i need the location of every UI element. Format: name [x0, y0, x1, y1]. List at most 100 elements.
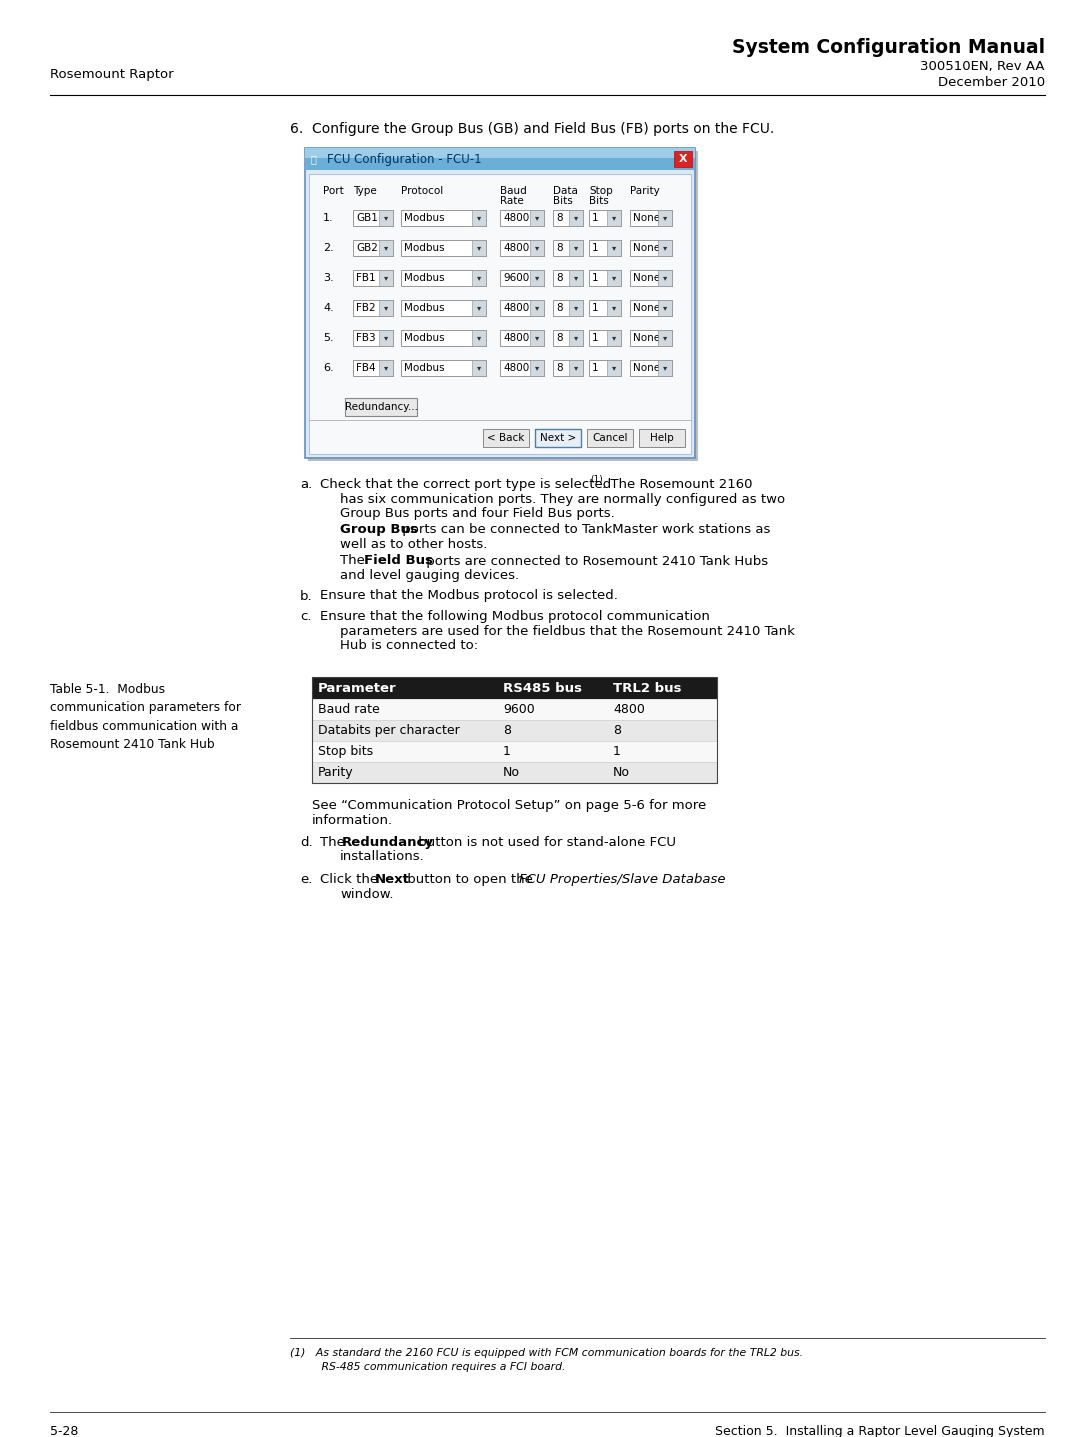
- Bar: [530, 331, 544, 346]
- Text: No: No: [503, 766, 519, 779]
- Bar: [401, 210, 486, 226]
- Text: ▾: ▾: [573, 364, 578, 372]
- Text: 6.: 6.: [323, 364, 334, 374]
- Text: ports can be connected to TankMaster work stations as: ports can be connected to TankMaster wor…: [399, 523, 770, 536]
- Bar: [530, 240, 544, 256]
- Text: Protocol: Protocol: [401, 185, 443, 195]
- Text: FB2: FB2: [356, 303, 376, 313]
- Bar: [472, 300, 486, 316]
- Bar: [472, 361, 486, 376]
- Bar: [607, 361, 621, 376]
- Bar: [607, 210, 621, 226]
- Bar: [630, 240, 672, 256]
- Bar: [401, 300, 486, 316]
- Text: ▾: ▾: [535, 333, 539, 342]
- Bar: [353, 361, 393, 376]
- Text: FCU Properties/Slave Database: FCU Properties/Slave Database: [519, 874, 726, 887]
- Text: 8: 8: [556, 273, 563, 283]
- Text: 8: 8: [556, 243, 563, 253]
- Bar: [569, 240, 583, 256]
- Text: ▾: ▾: [573, 333, 578, 342]
- Text: has six communication ports. They are normally configured as two: has six communication ports. They are no…: [340, 493, 785, 506]
- Text: ▾: ▾: [477, 364, 481, 372]
- Bar: [353, 240, 393, 256]
- Bar: [658, 331, 672, 346]
- Bar: [530, 300, 544, 316]
- Text: ▾: ▾: [573, 214, 578, 223]
- Text: ▾: ▾: [612, 243, 616, 253]
- Text: ▾: ▾: [612, 273, 616, 283]
- Text: None: None: [633, 243, 660, 253]
- Bar: [312, 762, 717, 783]
- Text: 1: 1: [613, 744, 621, 757]
- Text: Modbus: Modbus: [404, 213, 445, 223]
- Bar: [379, 210, 393, 226]
- Bar: [530, 361, 544, 376]
- Text: ▾: ▾: [383, 214, 388, 223]
- Bar: [589, 240, 621, 256]
- Text: 5-28: 5-28: [50, 1426, 79, 1437]
- Text: The: The: [320, 836, 349, 849]
- Text: installations.: installations.: [340, 851, 424, 864]
- Text: 4800: 4800: [613, 703, 645, 716]
- Text: Baud rate: Baud rate: [318, 703, 380, 716]
- Bar: [607, 331, 621, 346]
- Text: Ensure that the Modbus protocol is selected.: Ensure that the Modbus protocol is selec…: [320, 589, 618, 602]
- Text: X: X: [678, 154, 687, 164]
- Text: (1)   As standard the 2160 FCU is equipped with FCM communication boards for the: (1) As standard the 2160 FCU is equipped…: [291, 1348, 804, 1358]
- Text: Databits per character: Databits per character: [318, 724, 460, 737]
- Text: Type: Type: [353, 185, 377, 195]
- Text: ▾: ▾: [663, 333, 667, 342]
- Text: ▾: ▾: [535, 243, 539, 253]
- Text: ▾: ▾: [535, 364, 539, 372]
- Text: Stop: Stop: [589, 185, 612, 195]
- Text: None: None: [633, 364, 660, 374]
- Text: parameters are used for the fieldbus that the Rosemount 2410 Tank: parameters are used for the fieldbus tha…: [340, 625, 795, 638]
- Text: Port: Port: [323, 185, 343, 195]
- Text: window.: window.: [340, 888, 393, 901]
- Text: (1): (1): [590, 476, 603, 484]
- Text: None: None: [633, 333, 660, 343]
- Text: ▾: ▾: [663, 243, 667, 253]
- Text: 4800: 4800: [503, 364, 529, 374]
- Bar: [345, 398, 417, 415]
- Text: Modbus: Modbus: [404, 333, 445, 343]
- Text: 1: 1: [592, 273, 598, 283]
- Text: ▾: ▾: [477, 243, 481, 253]
- Text: Hub is connected to:: Hub is connected to:: [340, 639, 478, 652]
- Text: No: No: [613, 766, 630, 779]
- Text: < Back: < Back: [487, 433, 525, 443]
- Text: c.: c.: [300, 609, 311, 624]
- Text: Modbus: Modbus: [404, 273, 445, 283]
- Bar: [535, 430, 581, 447]
- Bar: [500, 210, 544, 226]
- Text: Parity: Parity: [318, 766, 353, 779]
- Bar: [472, 210, 486, 226]
- Text: Click the: Click the: [320, 874, 382, 887]
- Text: 9600: 9600: [503, 273, 529, 283]
- Text: ▾: ▾: [383, 364, 388, 372]
- Bar: [401, 240, 486, 256]
- Text: a.: a.: [300, 479, 312, 491]
- Text: Next: Next: [375, 874, 410, 887]
- Text: d.: d.: [300, 836, 312, 849]
- Text: Parity: Parity: [630, 185, 660, 195]
- Text: 5.: 5.: [323, 333, 334, 343]
- Text: 8: 8: [613, 724, 621, 737]
- Bar: [500, 300, 544, 316]
- Text: Stop bits: Stop bits: [318, 744, 373, 757]
- Text: 9600: 9600: [503, 703, 535, 716]
- Text: ▾: ▾: [612, 214, 616, 223]
- Bar: [353, 210, 393, 226]
- Text: FCU Configuration - FCU-1: FCU Configuration - FCU-1: [327, 152, 482, 165]
- Text: 4800: 4800: [503, 333, 529, 343]
- Text: well as to other hosts.: well as to other hosts.: [340, 537, 487, 550]
- Bar: [553, 270, 583, 286]
- Bar: [658, 300, 672, 316]
- Text: TRL2 bus: TRL2 bus: [613, 681, 681, 694]
- Bar: [607, 300, 621, 316]
- Bar: [379, 270, 393, 286]
- Bar: [312, 677, 717, 698]
- Text: 8: 8: [556, 213, 563, 223]
- Text: 4800: 4800: [503, 243, 529, 253]
